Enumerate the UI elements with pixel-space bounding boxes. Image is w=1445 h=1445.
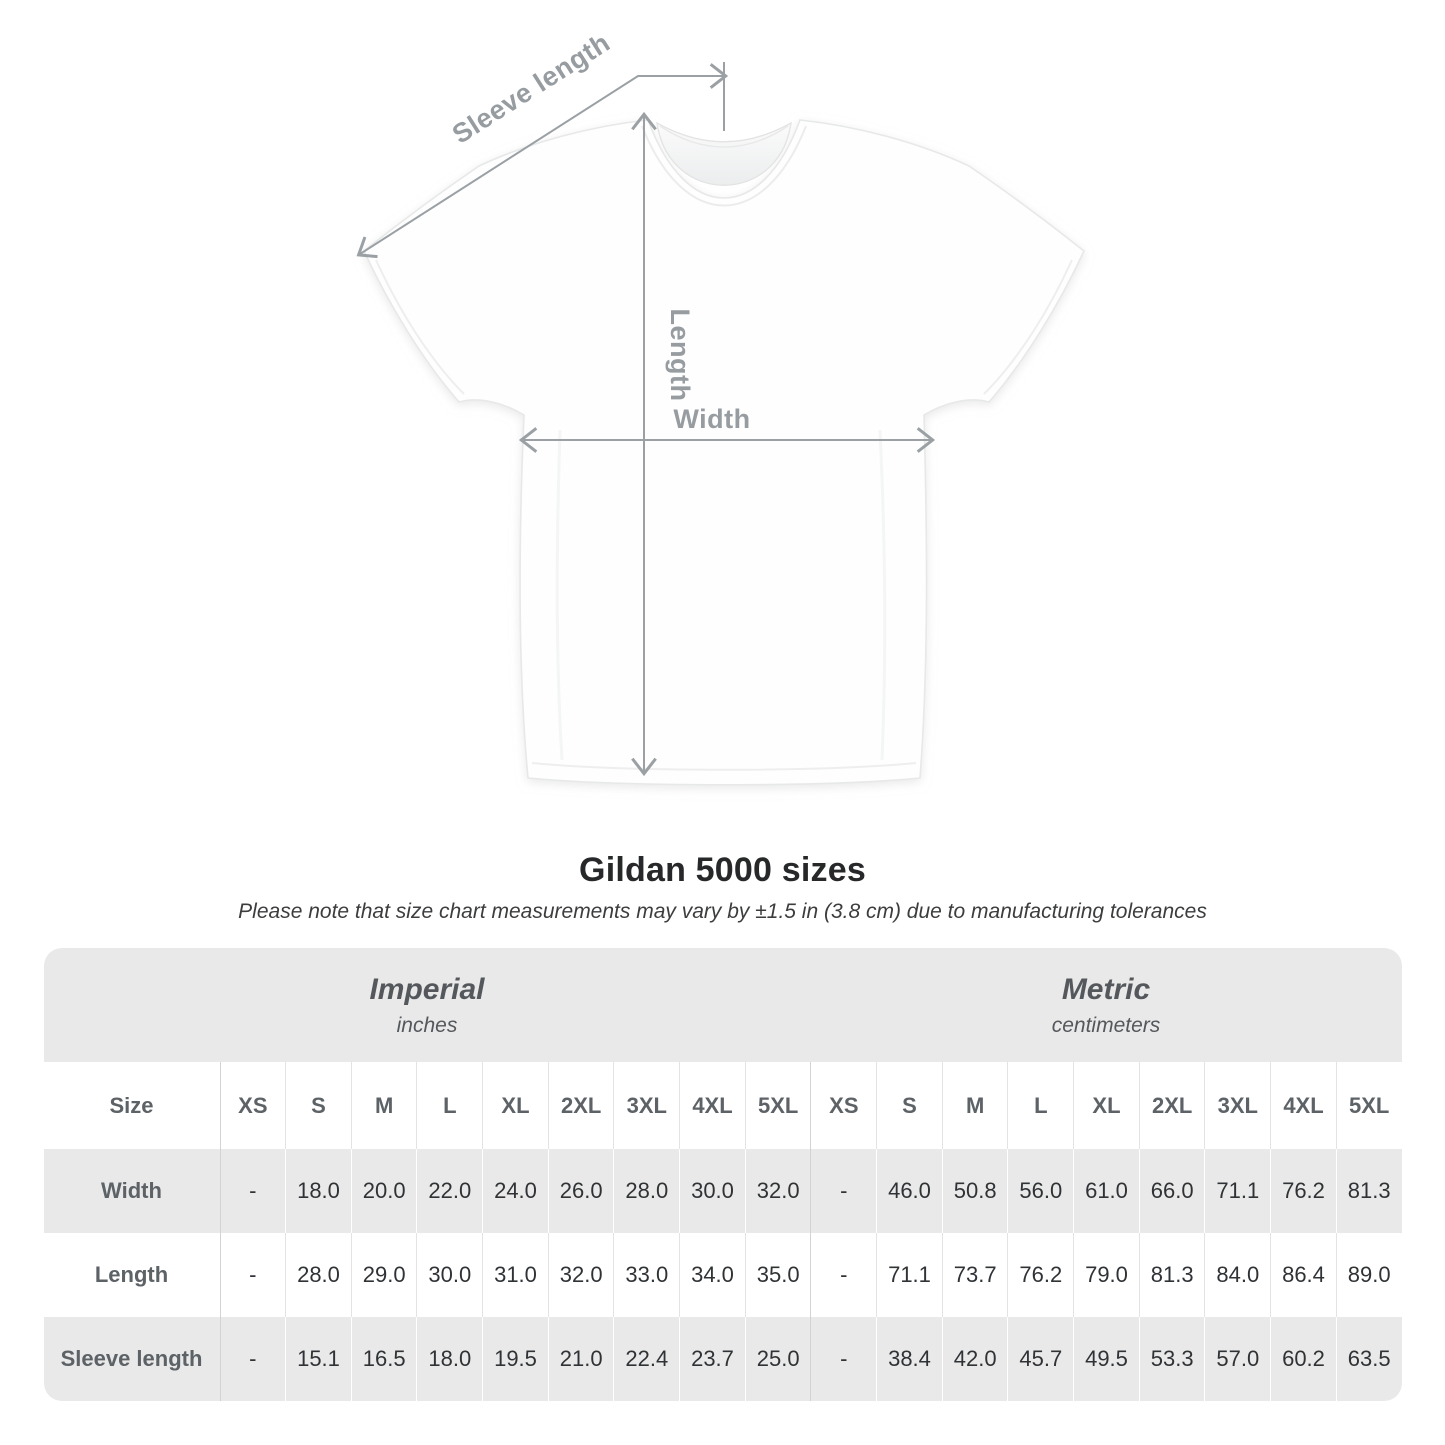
- value-cell: 46.0: [876, 1149, 942, 1233]
- size-chart-table: Imperial inches Metric centimeters Size X…: [43, 948, 1402, 1401]
- value-cell: 34.0: [679, 1233, 745, 1317]
- column-header: S: [285, 1062, 351, 1149]
- column-header: 3XL: [1204, 1062, 1270, 1149]
- column-header: XS: [219, 1062, 286, 1149]
- value-cell: -: [219, 1149, 286, 1233]
- column-header: L: [1007, 1062, 1073, 1149]
- column-header: 4XL: [1270, 1062, 1336, 1149]
- column-header: 5XL: [1335, 1062, 1402, 1149]
- value-cell: 63.5: [1335, 1317, 1402, 1401]
- width-label: Width: [673, 404, 750, 434]
- value-cell: 71.1: [1204, 1149, 1270, 1233]
- column-header: M: [350, 1062, 417, 1149]
- value-cell: 76.2: [1270, 1149, 1336, 1233]
- value-cell: 28.0: [613, 1149, 679, 1233]
- value-cell: 35.0: [744, 1233, 811, 1317]
- tshirt-measurement-diagram: Sleeve length Length Width: [356, 27, 1085, 786]
- value-cell: -: [219, 1317, 286, 1401]
- value-cell: 28.0: [285, 1233, 351, 1317]
- value-cell: 56.0: [1007, 1149, 1073, 1233]
- value-cell: 66.0: [1138, 1149, 1205, 1233]
- value-cell: 29.0: [350, 1233, 417, 1317]
- value-cell: 32.0: [547, 1233, 614, 1317]
- table-row: Size XS S M L XL 2XL 3XL 4XL 5XL XS S M L XL 2XL 3XL 4XL 5…: [43, 1062, 1402, 1149]
- value-cell: 86.4: [1270, 1233, 1336, 1317]
- value-cell: 32.0: [744, 1149, 811, 1233]
- value-cell: 61.0: [1073, 1149, 1139, 1233]
- column-header: XS: [810, 1062, 876, 1149]
- value-cell: -: [810, 1233, 876, 1317]
- value-cell: 16.5: [350, 1317, 417, 1401]
- column-header: 2XL: [547, 1062, 614, 1149]
- value-cell: 45.7: [1007, 1317, 1073, 1401]
- value-cell: 89.0: [1335, 1233, 1402, 1317]
- value-cell: 30.0: [679, 1149, 745, 1233]
- value-cell: 73.7: [941, 1233, 1008, 1317]
- size-column-header: Size: [109, 1092, 154, 1118]
- value-cell: 79.0: [1073, 1233, 1139, 1317]
- column-header: M: [941, 1062, 1008, 1149]
- row-label: Length: [94, 1262, 169, 1287]
- value-cell: -: [810, 1149, 876, 1233]
- value-cell: 22.0: [416, 1149, 482, 1233]
- column-header: XL: [482, 1062, 548, 1149]
- imperial-group-header: Imperial inches: [44, 948, 811, 1062]
- unit-group-header-row: Imperial inches Metric centimeters: [43, 948, 1402, 1062]
- value-cell: 22.4: [613, 1317, 679, 1401]
- column-header: 2XL: [1138, 1062, 1205, 1149]
- value-cell: 81.3: [1335, 1149, 1402, 1233]
- value-cell: 60.2: [1270, 1317, 1336, 1401]
- tshirt-graphic: [363, 119, 1085, 786]
- value-cell: 19.5: [482, 1317, 548, 1401]
- value-cell: 38.4: [876, 1317, 942, 1401]
- value-cell: -: [810, 1317, 876, 1401]
- value-cell: 21.0: [547, 1317, 614, 1401]
- table-row: Width -18.0 20.0 22.0 24.0 26.0 28.0 30.0 32.0-4…: [43, 1149, 1402, 1233]
- value-cell: 42.0: [941, 1317, 1008, 1401]
- row-label: Sleeve length: [60, 1346, 203, 1371]
- value-cell: 50.8: [941, 1149, 1008, 1233]
- value-cell: 18.0: [416, 1317, 482, 1401]
- tolerance-note: Please note that size chart measurements…: [238, 900, 1207, 923]
- column-header: L: [416, 1062, 482, 1149]
- table-row: Length -28.0 29.0 30.0 31.0 32.0 33.0 34.0 35.0-…: [43, 1233, 1402, 1317]
- imperial-unit: inches: [396, 1013, 458, 1037]
- length-label: Length: [665, 309, 695, 402]
- value-cell: 49.5: [1073, 1317, 1139, 1401]
- value-cell: 31.0: [482, 1233, 548, 1317]
- imperial-label: Imperial: [369, 972, 485, 1006]
- value-cell: -: [219, 1233, 286, 1317]
- value-cell: 23.7: [679, 1317, 745, 1401]
- value-cell: 71.1: [876, 1233, 942, 1317]
- value-cell: 30.0: [416, 1233, 482, 1317]
- column-header: 3XL: [613, 1062, 679, 1149]
- column-header: XL: [1073, 1062, 1139, 1149]
- column-header: S: [876, 1062, 942, 1149]
- value-cell: 15.1: [285, 1317, 351, 1401]
- metric-unit: centimeters: [1051, 1013, 1161, 1037]
- value-cell: 81.3: [1138, 1233, 1205, 1317]
- sleeve-length-arrow: [356, 63, 729, 259]
- value-cell: 33.0: [613, 1233, 679, 1317]
- value-cell: 84.0: [1204, 1233, 1270, 1317]
- value-cell: 24.0: [482, 1149, 548, 1233]
- metric-group-header: Metric centimeters: [811, 948, 1402, 1062]
- table-row: Sleeve length -15.1 16.5 18.0 19.5 21.0 22.4 23…: [43, 1317, 1402, 1401]
- value-cell: 25.0: [744, 1317, 811, 1401]
- value-cell: 57.0: [1204, 1317, 1270, 1401]
- value-cell: 26.0: [547, 1149, 614, 1233]
- value-cell: 76.2: [1007, 1233, 1073, 1317]
- value-cell: 18.0: [285, 1149, 351, 1233]
- row-label: Width: [101, 1178, 162, 1203]
- value-cell: 20.0: [350, 1149, 417, 1233]
- page-title: Gildan 5000 sizes: [579, 851, 866, 889]
- metric-label: Metric: [1061, 972, 1151, 1006]
- column-header: 4XL: [679, 1062, 745, 1149]
- column-header: 5XL: [744, 1062, 811, 1149]
- value-cell: 53.3: [1138, 1317, 1205, 1401]
